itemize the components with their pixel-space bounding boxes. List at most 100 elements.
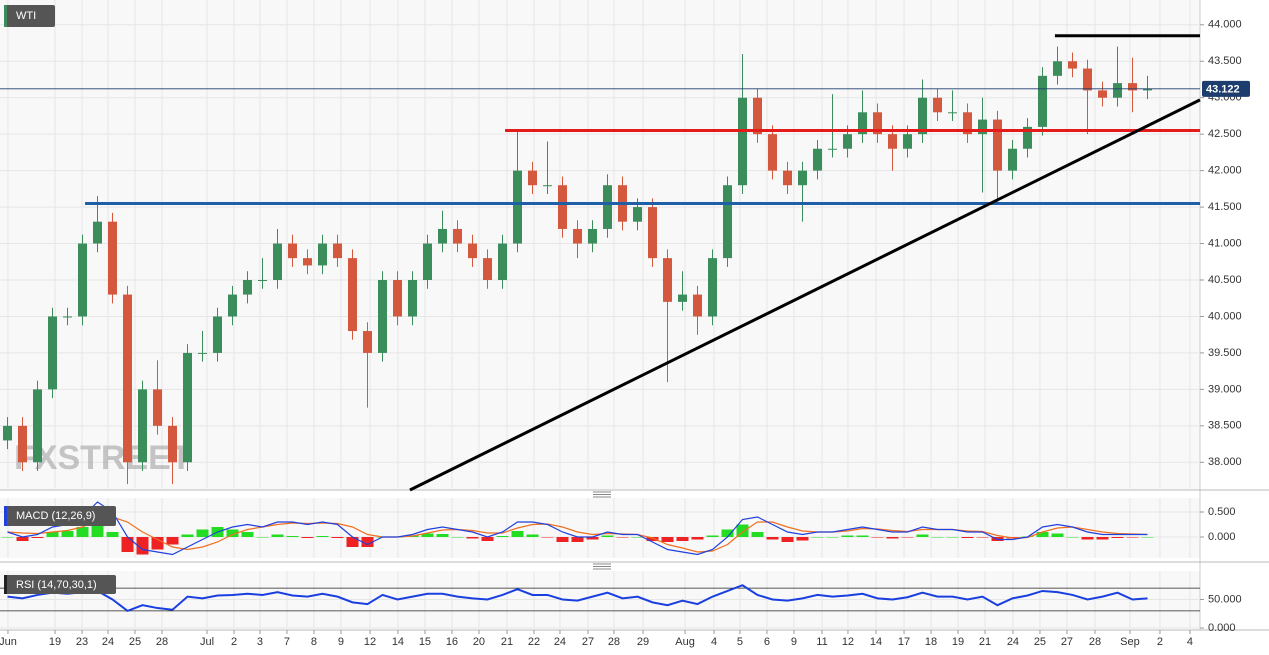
x-tick-label: 12 — [364, 636, 376, 648]
candle-body — [1143, 88, 1152, 91]
candle-body — [273, 243, 282, 280]
candle-body — [708, 258, 717, 317]
candle-body — [483, 258, 492, 280]
x-tick-label: 12 — [842, 636, 854, 648]
indicator-title: RSI (14,70,30,1) — [16, 579, 97, 591]
x-tick-label: 8 — [311, 636, 317, 648]
histogram-bar — [301, 537, 314, 538]
candle-body — [1008, 148, 1017, 171]
histogram-bar — [256, 537, 269, 538]
histogram-bar — [751, 532, 764, 537]
histogram-bar — [1036, 532, 1049, 537]
macd-line — [7, 501, 1148, 556]
y-tick-label: 39.000 — [1208, 383, 1242, 395]
histogram-bar — [1066, 537, 1079, 538]
x-tick-label: 24 — [102, 636, 114, 648]
x-tick-label: 24 — [1007, 636, 1019, 648]
histogram-bar — [811, 537, 824, 538]
candle-body — [228, 294, 237, 317]
histogram-bar — [826, 537, 839, 538]
y-tick-label: 42.000 — [1208, 165, 1242, 177]
resize-handle[interactable] — [593, 491, 611, 498]
candle-body — [198, 352, 207, 354]
indicator-title: MACD (12,26,9) — [16, 510, 95, 522]
x-tick-label: 20 — [473, 636, 485, 648]
candle-body — [78, 243, 87, 317]
candle-body — [768, 134, 777, 171]
candle-body — [753, 97, 762, 135]
histogram-bar — [541, 537, 554, 538]
candle-body — [948, 112, 957, 114]
candle-body — [573, 228, 582, 244]
rsi-line — [7, 584, 1148, 613]
candle-body — [843, 134, 852, 149]
y-tick-label: 0.000 — [1208, 622, 1236, 634]
resize-handle[interactable] — [593, 563, 611, 570]
candle-body — [993, 119, 1002, 171]
candle-body — [603, 185, 612, 229]
candle-body — [783, 170, 792, 186]
x-tick-label: 22 — [528, 636, 540, 648]
histogram-bar — [451, 537, 464, 538]
histogram-bar — [1, 537, 14, 538]
histogram-bar — [226, 529, 239, 537]
y-tick-label: 50.000 — [1208, 593, 1242, 605]
x-tick-label: 6 — [764, 636, 770, 648]
candle-body — [378, 280, 387, 353]
candle-body — [318, 243, 327, 266]
histogram-bar — [151, 537, 164, 550]
histogram-bar — [181, 534, 194, 537]
x-tick-label: 29 — [637, 636, 649, 648]
histogram-bar — [241, 532, 254, 537]
candle-body — [138, 389, 147, 463]
candle-body — [858, 112, 867, 135]
candle-body — [813, 148, 822, 171]
histogram-bar — [31, 537, 44, 538]
candle-body — [918, 97, 927, 135]
candle-body — [183, 352, 192, 463]
histogram-bar — [526, 534, 539, 537]
histogram-bar — [676, 537, 689, 541]
x-tick-label: 14 — [392, 636, 404, 648]
histogram-bar — [346, 537, 359, 547]
x-tick-label: 25 — [129, 636, 141, 648]
candle-body — [498, 243, 507, 280]
histogram-bar — [121, 537, 134, 552]
candle-body — [63, 316, 72, 318]
y-tick-label: 38.500 — [1208, 420, 1242, 432]
candle-body — [153, 389, 162, 426]
candle-body — [213, 316, 222, 353]
histogram-bar — [106, 532, 119, 537]
x-tick-label: 3 — [257, 636, 263, 648]
histogram-bar — [61, 531, 74, 537]
y-tick-label: 42.500 — [1208, 128, 1242, 140]
histogram-bar — [886, 537, 899, 539]
candle-body — [123, 294, 132, 463]
candle-body — [108, 221, 117, 295]
candle-body — [258, 280, 267, 281]
histogram-bar — [196, 529, 209, 537]
candle-body — [1068, 61, 1077, 69]
candle-body — [693, 294, 702, 317]
candle-body — [723, 185, 732, 259]
candle-body — [48, 316, 57, 390]
x-tick-label: 19 — [49, 636, 61, 648]
title-box — [4, 5, 55, 27]
y-tick-label: 44.000 — [1208, 19, 1242, 31]
candle-body — [93, 221, 102, 244]
candle-body — [633, 207, 642, 222]
histogram-bar — [691, 537, 704, 540]
candle-body — [543, 185, 552, 187]
x-tick-label: 2 — [1157, 636, 1163, 648]
x-tick-label: 23 — [76, 636, 88, 648]
y-tick-label: 38.000 — [1208, 456, 1242, 468]
x-tick-label: 28 — [1089, 636, 1101, 648]
candle-body — [903, 134, 912, 149]
x-tick-label: 5 — [737, 636, 743, 648]
y-tick-label: 0.000 — [1208, 531, 1236, 543]
histogram-bar — [916, 534, 929, 537]
histogram-bar — [961, 537, 974, 538]
y-tick-label: 40.000 — [1208, 310, 1242, 322]
histogram-bar — [496, 536, 509, 537]
